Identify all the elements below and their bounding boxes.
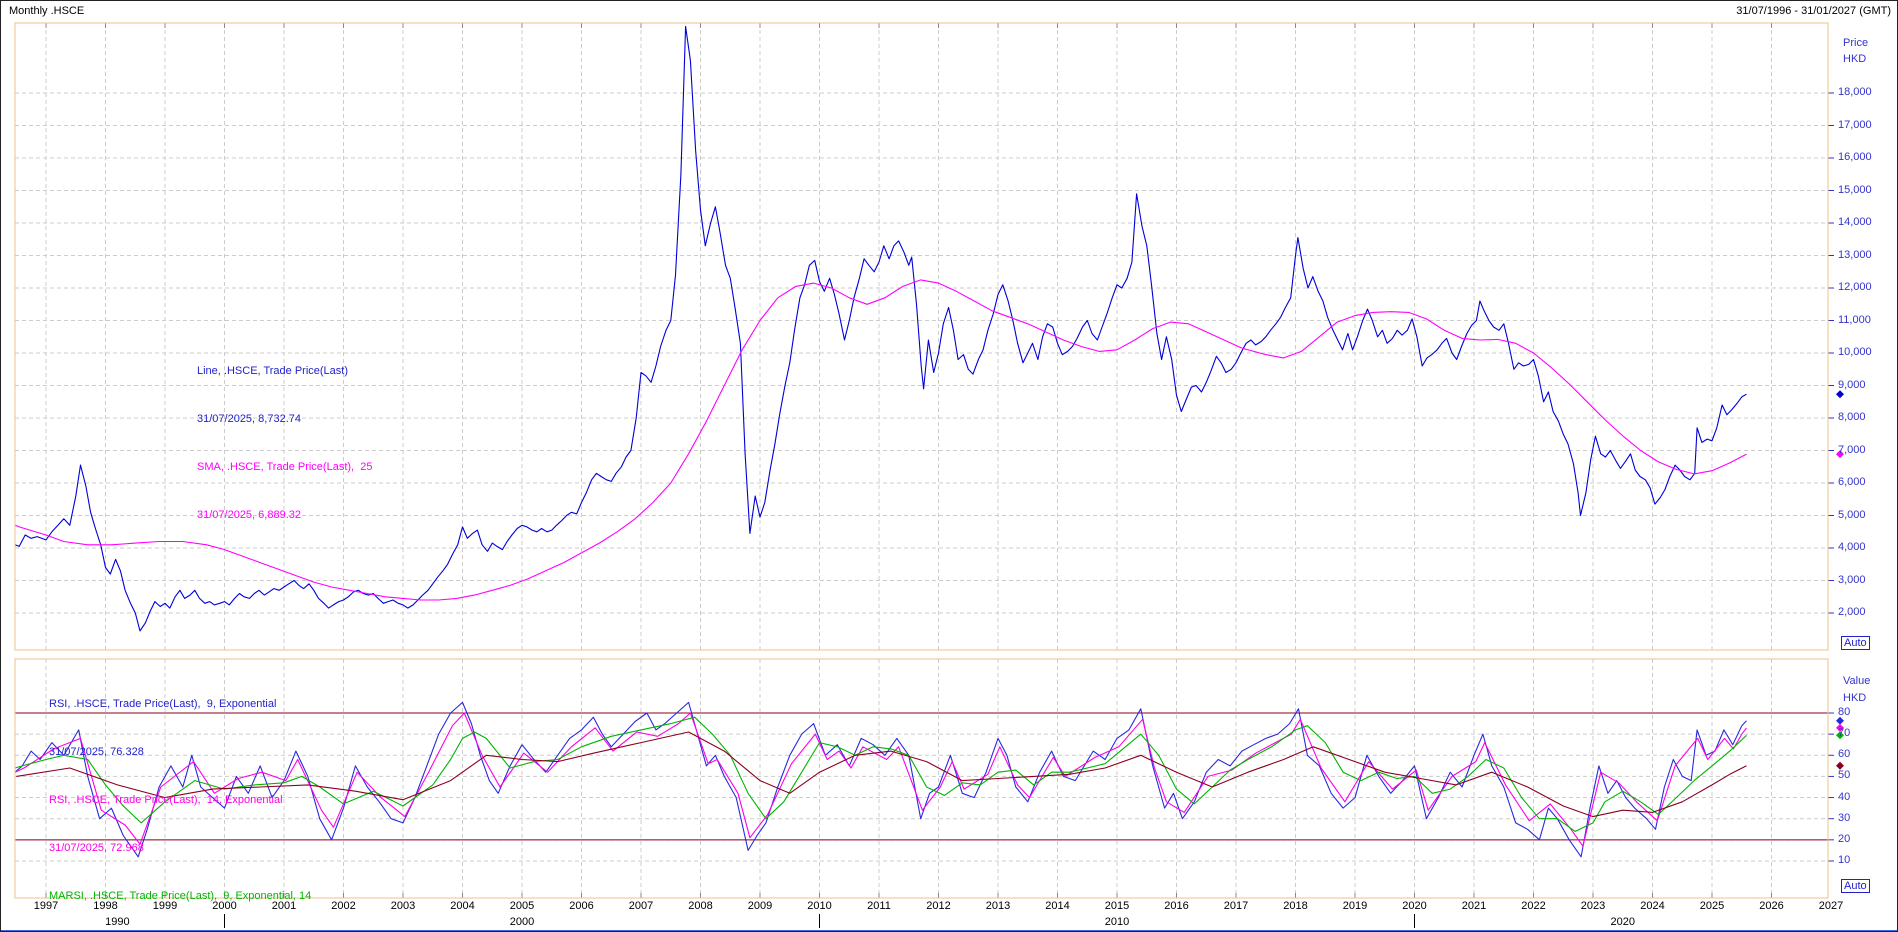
year-label: 2018 <box>1283 900 1308 912</box>
price-tick-label: 14,000 <box>1838 216 1872 228</box>
price-legend: Line, .HSCE, Trade Price(Last) 31/07/202… <box>197 331 372 555</box>
price-tick-label: 8,000 <box>1838 411 1866 423</box>
year-label: 2023 <box>1580 900 1606 912</box>
price-plot-area[interactable] <box>14 22 1829 651</box>
year-label: 2014 <box>1045 900 1070 912</box>
series-hsce-trade-price-last-monthly-close <box>14 25 1747 632</box>
price-tick-label: 16,000 <box>1838 151 1872 163</box>
rsi9-legend-name: RSI, .HSCE, Trade Price(Last), 9, Expone… <box>49 698 277 710</box>
rsi-last-value-marker <box>1836 731 1844 740</box>
price-tick-label: 15,000 <box>1838 183 1872 196</box>
decade-label: 2020 <box>1610 916 1635 928</box>
series-marsi-9-exponential-14 <box>14 716 1747 832</box>
decade-label: 2000 <box>509 916 535 928</box>
window-bottom-edge <box>1 930 1897 931</box>
year-label: 2005 <box>509 900 535 912</box>
price-legend-line-name: Line, .HSCE, Trade Price(Last) <box>197 365 349 377</box>
year-label: 2002 <box>331 900 356 912</box>
year-label: 2008 <box>688 900 713 912</box>
chart-title: Monthly .HSCE <box>9 5 85 17</box>
price-tick-label: 10,000 <box>1838 346 1872 358</box>
year-label: 2004 <box>450 900 475 912</box>
rsi-tick-label: 60 <box>1838 748 1851 761</box>
price-tick-label: 13,000 <box>1838 248 1872 261</box>
year-label: 2017 <box>1223 900 1249 912</box>
price-legend-sma-value: 31/07/2025, 6,889.32 <box>197 509 301 521</box>
value-axis-title: Value <box>1843 675 1871 687</box>
rsi-auto-scale-button[interactable]: Auto <box>1841 879 1870 893</box>
price-axis-currency: HKD <box>1843 53 1867 65</box>
price-tick-label: 6,000 <box>1838 476 1866 488</box>
year-label: 2025 <box>1699 900 1725 912</box>
rsi-last-value-marker <box>1836 723 1844 732</box>
price-legend-line-value: 31/07/2025, 8,732.74 <box>197 413 301 425</box>
date-range-label: 31/07/1996 - 31/01/2027 (GMT) <box>1736 5 1891 17</box>
year-label: 2020 <box>1402 900 1427 912</box>
year-label: 2022 <box>1521 900 1546 912</box>
price-tick-label: 18,000 <box>1838 86 1872 98</box>
price-tick-label: 11,000 <box>1838 313 1871 326</box>
year-label: 2009 <box>747 900 773 912</box>
series-sma-25-of-trade-price-last- <box>14 279 1747 601</box>
rsi-tick-label: 10 <box>1838 853 1851 866</box>
rsi-tick-label: 40 <box>1838 790 1851 803</box>
rsi-legend: RSI, .HSCE, Trade Price(Last), 9, Expone… <box>49 664 317 931</box>
rsi-last-value-marker <box>1836 716 1844 725</box>
rsi-plot-area[interactable] <box>14 658 1829 899</box>
price-tick-label: 9,000 <box>1838 378 1866 391</box>
price-legend-sma-name: SMA, .HSCE, Trade Price(Last), 25 <box>197 461 373 473</box>
year-label: 2015 <box>1104 900 1130 912</box>
year-label: 2011 <box>867 900 891 912</box>
price-last-value-marker <box>1836 450 1844 459</box>
price-last-value-marker <box>1836 390 1844 399</box>
rsi-tick-label: 50 <box>1838 769 1851 782</box>
price-axis-title: Price <box>1843 37 1869 49</box>
price-tick-label: 3,000 <box>1838 573 1866 586</box>
price-auto-scale-button[interactable]: Auto <box>1841 636 1870 650</box>
year-label: 2027 <box>1818 900 1844 912</box>
rsi-tick-label: 30 <box>1838 811 1851 824</box>
series-marsi-14-exponential-25 <box>16 731 1747 818</box>
year-label: 2010 <box>807 900 832 912</box>
year-label: 2024 <box>1640 900 1665 912</box>
year-label: 2019 <box>1342 900 1368 912</box>
year-label: 2006 <box>569 900 594 912</box>
year-label: 2013 <box>985 900 1011 912</box>
rsi-tick-label: 70 <box>1838 727 1851 740</box>
price-tick-label: 5,000 <box>1838 508 1866 521</box>
price-tick-label: 2,000 <box>1838 606 1866 618</box>
decade-label: 2010 <box>1104 916 1130 928</box>
year-label: 1999 <box>152 900 178 912</box>
year-label: 2001 <box>271 900 297 912</box>
year-label: 2016 <box>1164 900 1189 912</box>
rsi14-legend-name: RSI, .HSCE, Trade Price(Last), 14, Expon… <box>49 794 283 806</box>
rsi-tick-label: 80 <box>1838 706 1851 718</box>
year-label: 1997 <box>33 900 59 912</box>
year-label: 2007 <box>628 900 654 912</box>
year-label: 2012 <box>926 900 951 912</box>
price-tick-label: 17,000 <box>1838 118 1872 131</box>
year-label: 2000 <box>212 900 237 912</box>
year-label: 2021 <box>1461 900 1487 912</box>
price-tick-label: 12,000 <box>1838 281 1872 293</box>
rsi14-legend-value: 31/07/2025, 72.968 <box>49 842 144 854</box>
rsi-tick-label: 20 <box>1838 832 1851 845</box>
year-label: 1998 <box>93 900 118 912</box>
marsi9-legend-name: MARSI, .HSCE, Trade Price(Last), 9, Expo… <box>49 890 312 902</box>
price-tick-label: 7,000 <box>1838 443 1866 456</box>
value-axis-currency: HKD <box>1843 692 1867 704</box>
year-label: 2003 <box>390 900 416 912</box>
rsi9-legend-value: 31/07/2025, 76.328 <box>49 746 144 758</box>
series-rsi-14-exponential <box>14 712 1747 847</box>
price-tick-label: 4,000 <box>1838 541 1866 553</box>
rsi-last-value-marker <box>1836 761 1844 770</box>
year-label: 2026 <box>1759 900 1784 912</box>
decade-label: 1990 <box>105 916 130 928</box>
